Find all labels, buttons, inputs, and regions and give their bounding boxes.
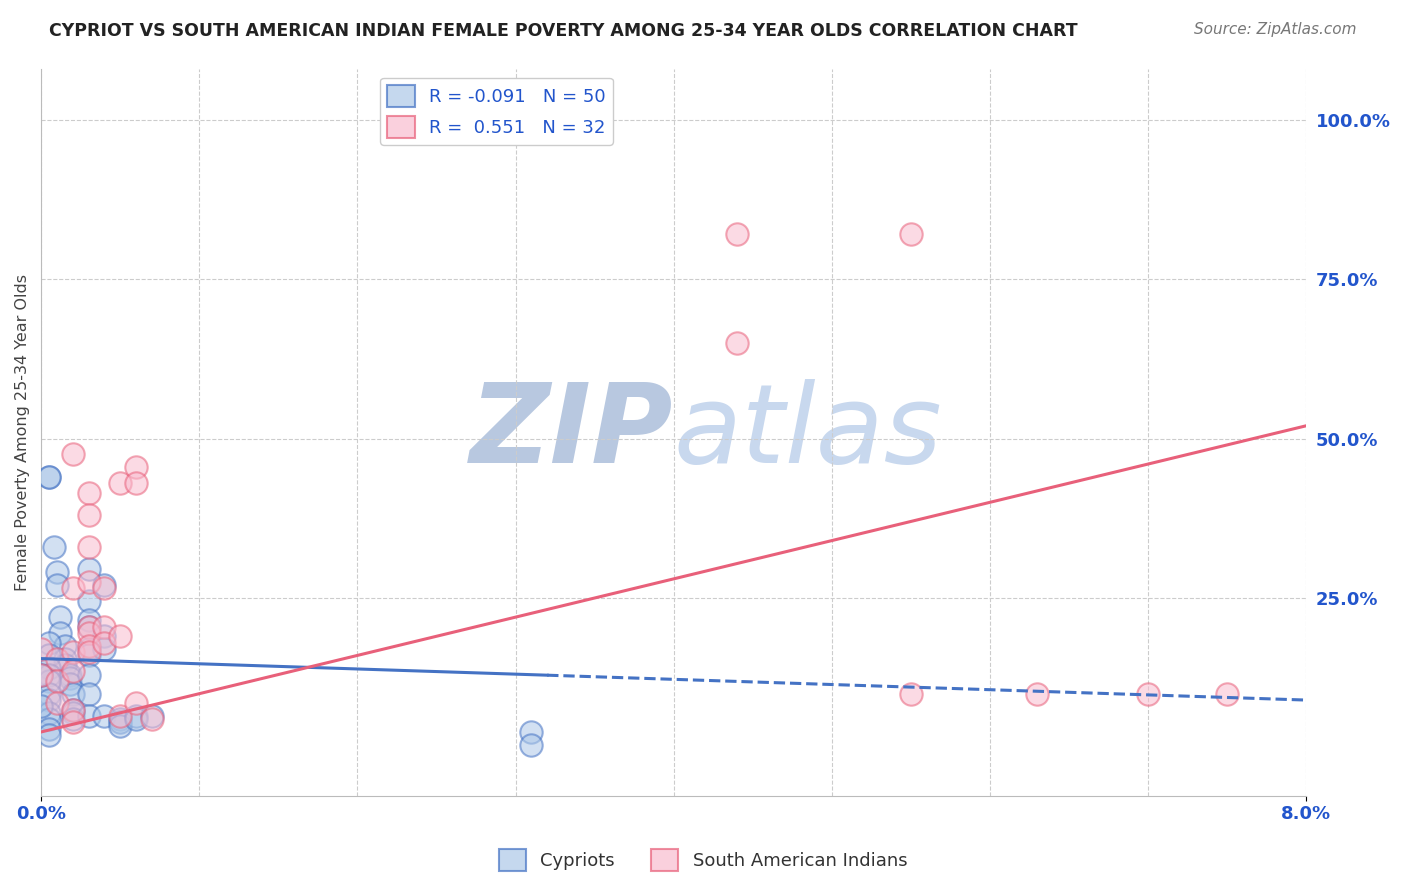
Point (77, 626, 100, 640)
Point (125, 460, 148, 475)
Point (108, 715, 131, 730)
Point (125, 712, 148, 726)
Point (125, 709, 148, 723)
Y-axis label: Female Poverty Among 25-34 Year Olds: Female Poverty Among 25-34 Year Olds (15, 274, 30, 591)
Point (62, 645, 84, 659)
Text: Source: ZipAtlas.com: Source: ZipAtlas.com (1194, 22, 1357, 37)
Point (62, 665, 84, 679)
Point (58, 671, 80, 685)
Point (38, 687, 60, 701)
Point (77, 645, 100, 659)
Point (1216, 687, 1239, 701)
Point (38, 470, 60, 484)
Point (77, 667, 100, 681)
Point (520, 738, 543, 752)
Point (38, 722, 60, 736)
Point (62, 703, 84, 717)
Point (93, 582, 115, 596)
Point (45, 566, 67, 580)
Point (93, 635, 115, 649)
Legend: R = -0.091   N = 50, R =  0.551   N = 32: R = -0.091 N = 50, R = 0.551 N = 32 (380, 78, 613, 145)
Point (520, 725, 543, 739)
Point (58, 677, 80, 691)
Point (125, 696, 148, 710)
Point (62, 582, 84, 596)
Point (93, 620, 115, 634)
Point (62, 687, 84, 701)
Point (77, 620, 100, 634)
Point (77, 709, 100, 723)
Point (108, 718, 131, 732)
Point (77, 485, 100, 500)
Point (77, 620, 100, 634)
Point (62, 715, 84, 730)
Point (125, 476, 148, 491)
Point (53, 651, 76, 665)
Point (725, 227, 748, 242)
Point (93, 709, 115, 723)
Text: ZIP: ZIP (470, 378, 673, 485)
Point (108, 709, 131, 723)
Point (77, 687, 100, 701)
Point (38, 667, 60, 681)
Point (45, 696, 67, 710)
Point (77, 642, 100, 657)
Point (725, 335, 748, 350)
Point (108, 629, 131, 643)
Point (77, 613, 100, 627)
Point (38, 648, 60, 663)
Point (1026, 687, 1049, 701)
Point (38, 712, 60, 726)
Point (77, 540, 100, 554)
Point (58, 667, 80, 681)
Point (62, 447, 84, 461)
Point (141, 712, 163, 726)
Point (53, 657, 76, 672)
Point (49, 610, 72, 624)
Point (49, 626, 72, 640)
Point (77, 648, 100, 663)
Point (45, 673, 67, 688)
Point (77, 508, 100, 522)
Point (38, 728, 60, 742)
Point (1137, 687, 1160, 701)
Point (38, 706, 60, 720)
Point (38, 470, 60, 484)
Point (108, 476, 131, 491)
Point (62, 712, 84, 726)
Point (30, 667, 52, 681)
Point (77, 594, 100, 608)
Text: atlas: atlas (673, 378, 942, 485)
Point (45, 578, 67, 592)
Point (141, 709, 163, 723)
Point (900, 227, 922, 242)
Point (38, 693, 60, 707)
Point (45, 651, 67, 665)
Text: CYPRIOT VS SOUTH AMERICAN INDIAN FEMALE POVERTY AMONG 25-34 YEAR OLDS CORRELATIO: CYPRIOT VS SOUTH AMERICAN INDIAN FEMALE … (49, 22, 1078, 40)
Point (93, 642, 115, 657)
Point (38, 673, 60, 688)
Point (30, 667, 52, 681)
Point (42, 540, 65, 554)
Point (38, 661, 60, 675)
Point (38, 635, 60, 649)
Point (30, 642, 52, 657)
Point (93, 629, 115, 643)
Point (53, 639, 76, 653)
Legend: Cypriots, South American Indians: Cypriots, South American Indians (492, 842, 914, 879)
Point (77, 575, 100, 590)
Point (77, 639, 100, 653)
Point (93, 578, 115, 592)
Point (77, 562, 100, 576)
Point (62, 706, 84, 720)
Point (108, 712, 131, 726)
Point (900, 687, 922, 701)
Point (30, 699, 52, 714)
Point (62, 703, 84, 717)
